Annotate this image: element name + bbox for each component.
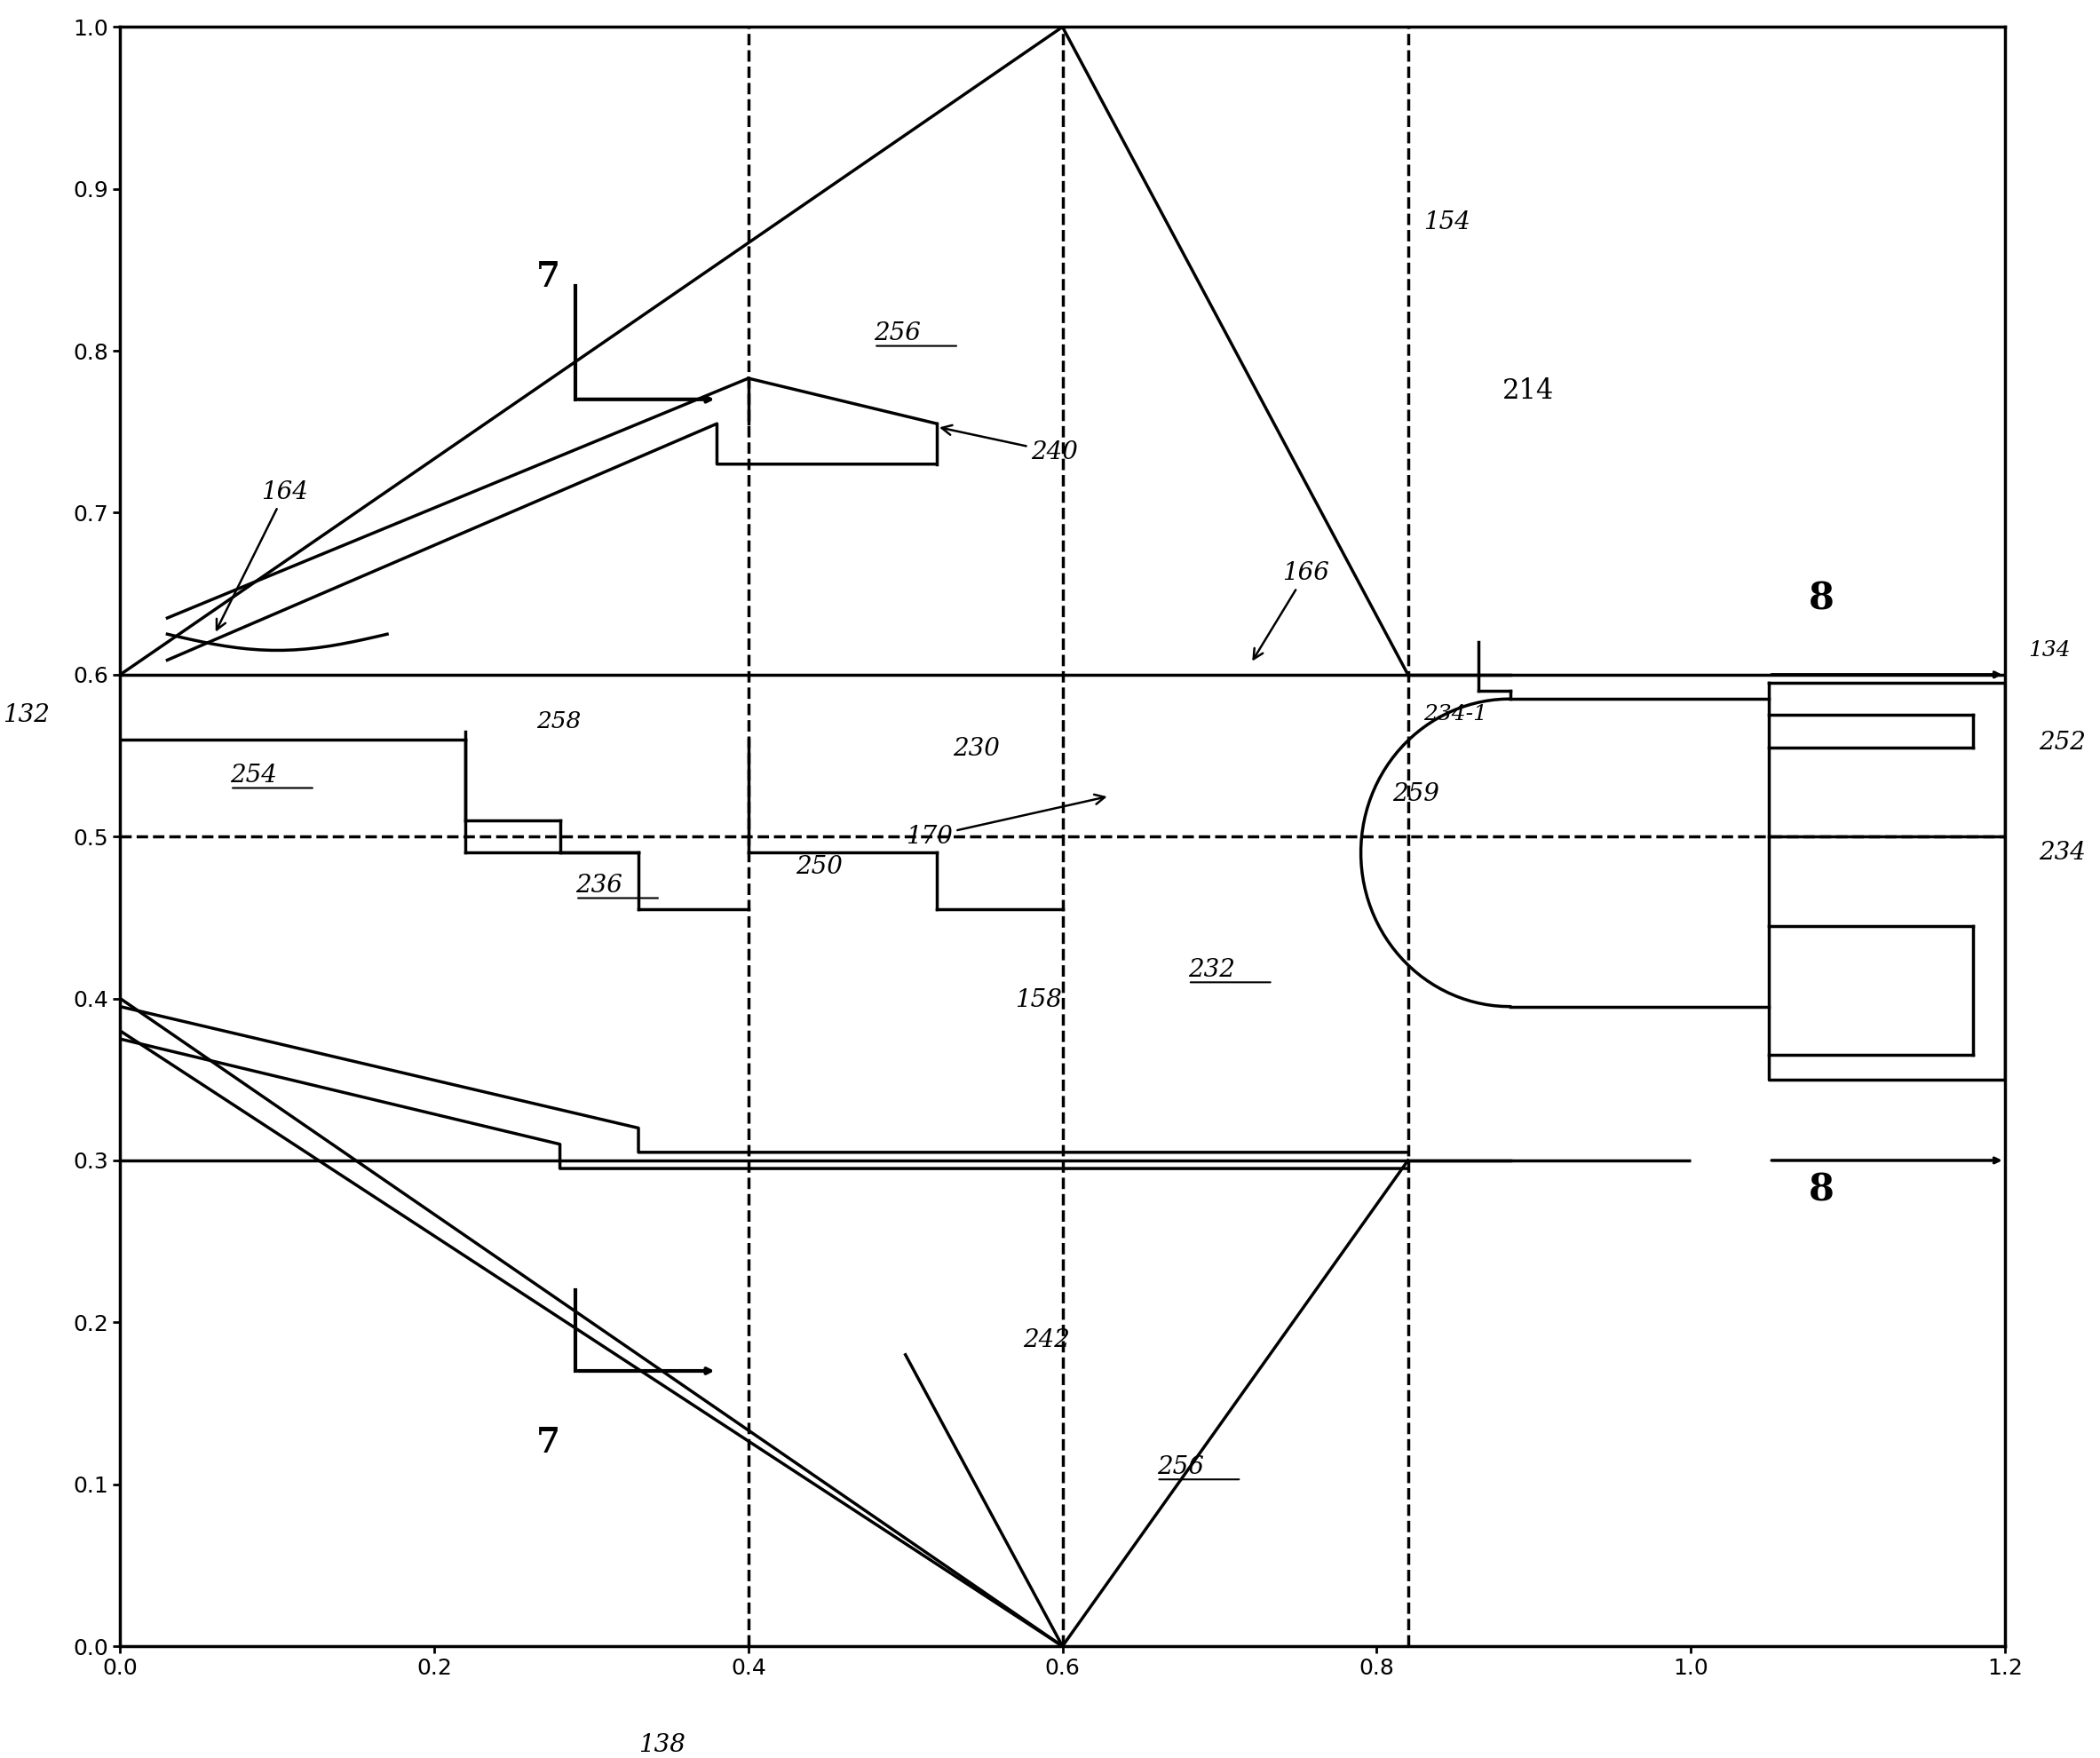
Text: 158: 158 [1016,988,1063,1013]
Text: 8: 8 [1808,1171,1833,1210]
Text: 254: 254 [231,763,277,788]
Text: 234-1: 234-1 [1424,703,1487,724]
Text: 252: 252 [2039,731,2085,754]
Text: 132: 132 [2,703,50,728]
Text: 7: 7 [536,1426,561,1459]
Text: 166: 166 [1254,561,1329,659]
Text: 250: 250 [796,854,842,879]
Text: 214: 214 [1501,378,1554,404]
Text: 154: 154 [1424,211,1470,234]
Text: 134: 134 [2029,640,2071,661]
Text: 240: 240 [941,425,1077,464]
Text: 259: 259 [1392,782,1438,807]
Text: 170: 170 [905,795,1105,849]
Text: 164: 164 [216,480,309,629]
Text: 258: 258 [536,710,582,733]
Text: 8: 8 [1808,580,1833,619]
Text: 7: 7 [536,260,561,294]
Text: 236: 236 [575,874,622,898]
Text: 242: 242 [1023,1327,1071,1352]
Text: 230: 230 [953,737,1000,761]
Text: 256: 256 [1157,1456,1203,1478]
Text: 232: 232 [1189,958,1235,983]
Text: 138: 138 [638,1733,685,1756]
Text: 234: 234 [2039,840,2085,865]
Text: 256: 256 [874,322,922,346]
